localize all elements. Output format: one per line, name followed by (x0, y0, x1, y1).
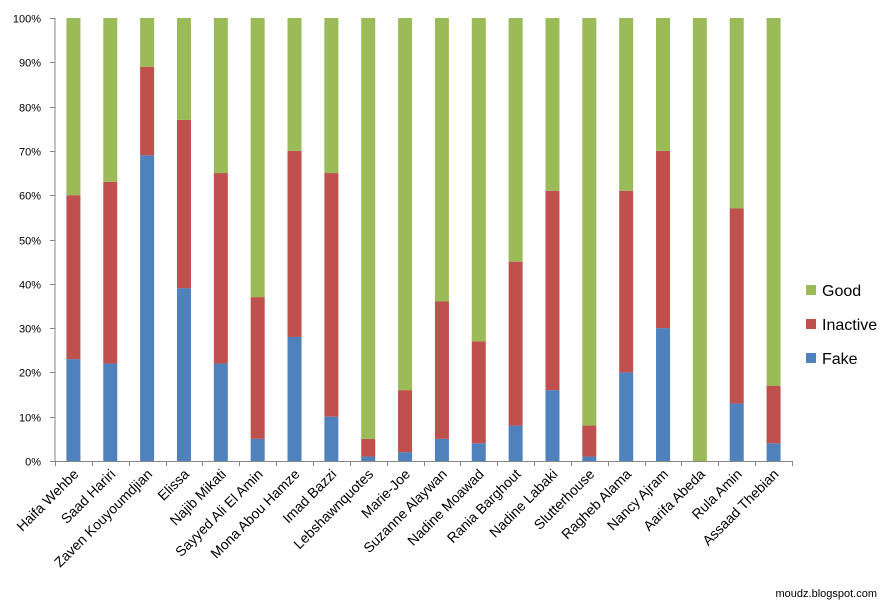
legend: Good Inactive Fake (806, 283, 877, 368)
bar-segment-good (582, 18, 597, 426)
bar-segment-good (545, 18, 560, 191)
bar-segment-fake (471, 443, 486, 461)
bar-segment-good (103, 18, 118, 182)
bar-segment-fake (619, 372, 634, 461)
bar-segment-good (287, 18, 302, 151)
bar-segment-good (140, 18, 155, 67)
bar-segment-inactive (361, 438, 376, 457)
bar-segment-inactive (766, 385, 781, 444)
y-tick-label: 60% (19, 191, 41, 203)
bar-segment-inactive (729, 208, 744, 404)
bar-segment-inactive (176, 119, 191, 289)
source-credit: moudz.blogspot.com (775, 588, 878, 600)
bar-segment-inactive (66, 195, 81, 360)
bar-segment-good (361, 18, 376, 439)
legend-swatch-fake (806, 353, 816, 363)
y-axis: 0% 10% 20% 30% 40% 50% 60% 70% 80% 90% 100% (13, 14, 56, 469)
bar-segment-inactive (324, 173, 339, 417)
bar-segment-fake (361, 456, 376, 461)
bar-segment-good (250, 18, 265, 298)
bar-segment-good (66, 18, 81, 196)
bar-segment-good (176, 18, 191, 120)
bar-segment-inactive (656, 150, 671, 329)
bar-segment-inactive (508, 261, 523, 426)
bar-segment-good (398, 18, 413, 391)
bar-segment-good (619, 18, 634, 191)
bar-segment-fake (140, 155, 155, 461)
bar-segment-fake (766, 443, 781, 461)
bar-segment-inactive (140, 66, 155, 156)
bar-segment-inactive (471, 341, 486, 444)
bar-segment-fake (324, 416, 339, 461)
y-tick-label: 70% (19, 147, 41, 159)
y-tick-label: 40% (19, 280, 41, 292)
bar-segment-fake (434, 438, 449, 461)
bar-segment-fake (508, 425, 523, 461)
bar-segment-good (766, 18, 781, 386)
bar-segment-fake (656, 328, 671, 461)
y-tick-label: 100% (13, 14, 41, 26)
bar-segment-fake (103, 363, 118, 461)
legend-label-fake: Fake (822, 351, 858, 368)
bar-segment-inactive (287, 150, 302, 337)
bar-segment-fake (176, 288, 191, 461)
y-tick-label: 90% (19, 58, 41, 70)
y-tick-label: 30% (19, 324, 41, 336)
bar-segment-inactive (398, 390, 413, 453)
bar-segment-good (434, 18, 449, 302)
bar-segment-good (508, 18, 523, 262)
bar-segment-fake (545, 390, 560, 461)
legend-label-inactive: Inactive (822, 317, 877, 334)
bar-segment-inactive (582, 425, 597, 457)
legend-swatch-good (806, 285, 816, 295)
legend-label-good: Good (822, 283, 861, 300)
bar-segment-good (213, 18, 228, 174)
bar-segment-inactive (619, 190, 634, 373)
bar-segment-fake (287, 336, 302, 461)
bar-segment-fake (582, 456, 597, 461)
bar-segment-inactive (103, 181, 118, 364)
y-tick-label: 0% (25, 457, 41, 469)
bar-segment-good (729, 18, 744, 209)
bar-segment-fake (66, 359, 81, 461)
bar-segment-fake (398, 452, 413, 461)
bar-segment-good (656, 18, 671, 151)
y-tick-label: 80% (19, 103, 41, 115)
bar-segment-inactive (213, 173, 228, 364)
bar-segment-inactive (250, 297, 265, 439)
bars (66, 18, 781, 461)
bar-segment-fake (729, 403, 744, 461)
bar-segment-inactive (545, 190, 560, 391)
legend-swatch-inactive (806, 319, 816, 329)
bar-segment-fake (213, 363, 228, 461)
y-tick-label: 10% (19, 413, 41, 425)
y-tick-label: 20% (19, 368, 41, 380)
bar-segment-good (471, 18, 486, 342)
y-tick-label: 50% (19, 236, 41, 248)
bar-segment-good (324, 18, 339, 174)
bar-segment-inactive (434, 301, 449, 439)
bar-segment-good (692, 18, 707, 461)
bar-segment-fake (250, 438, 265, 461)
